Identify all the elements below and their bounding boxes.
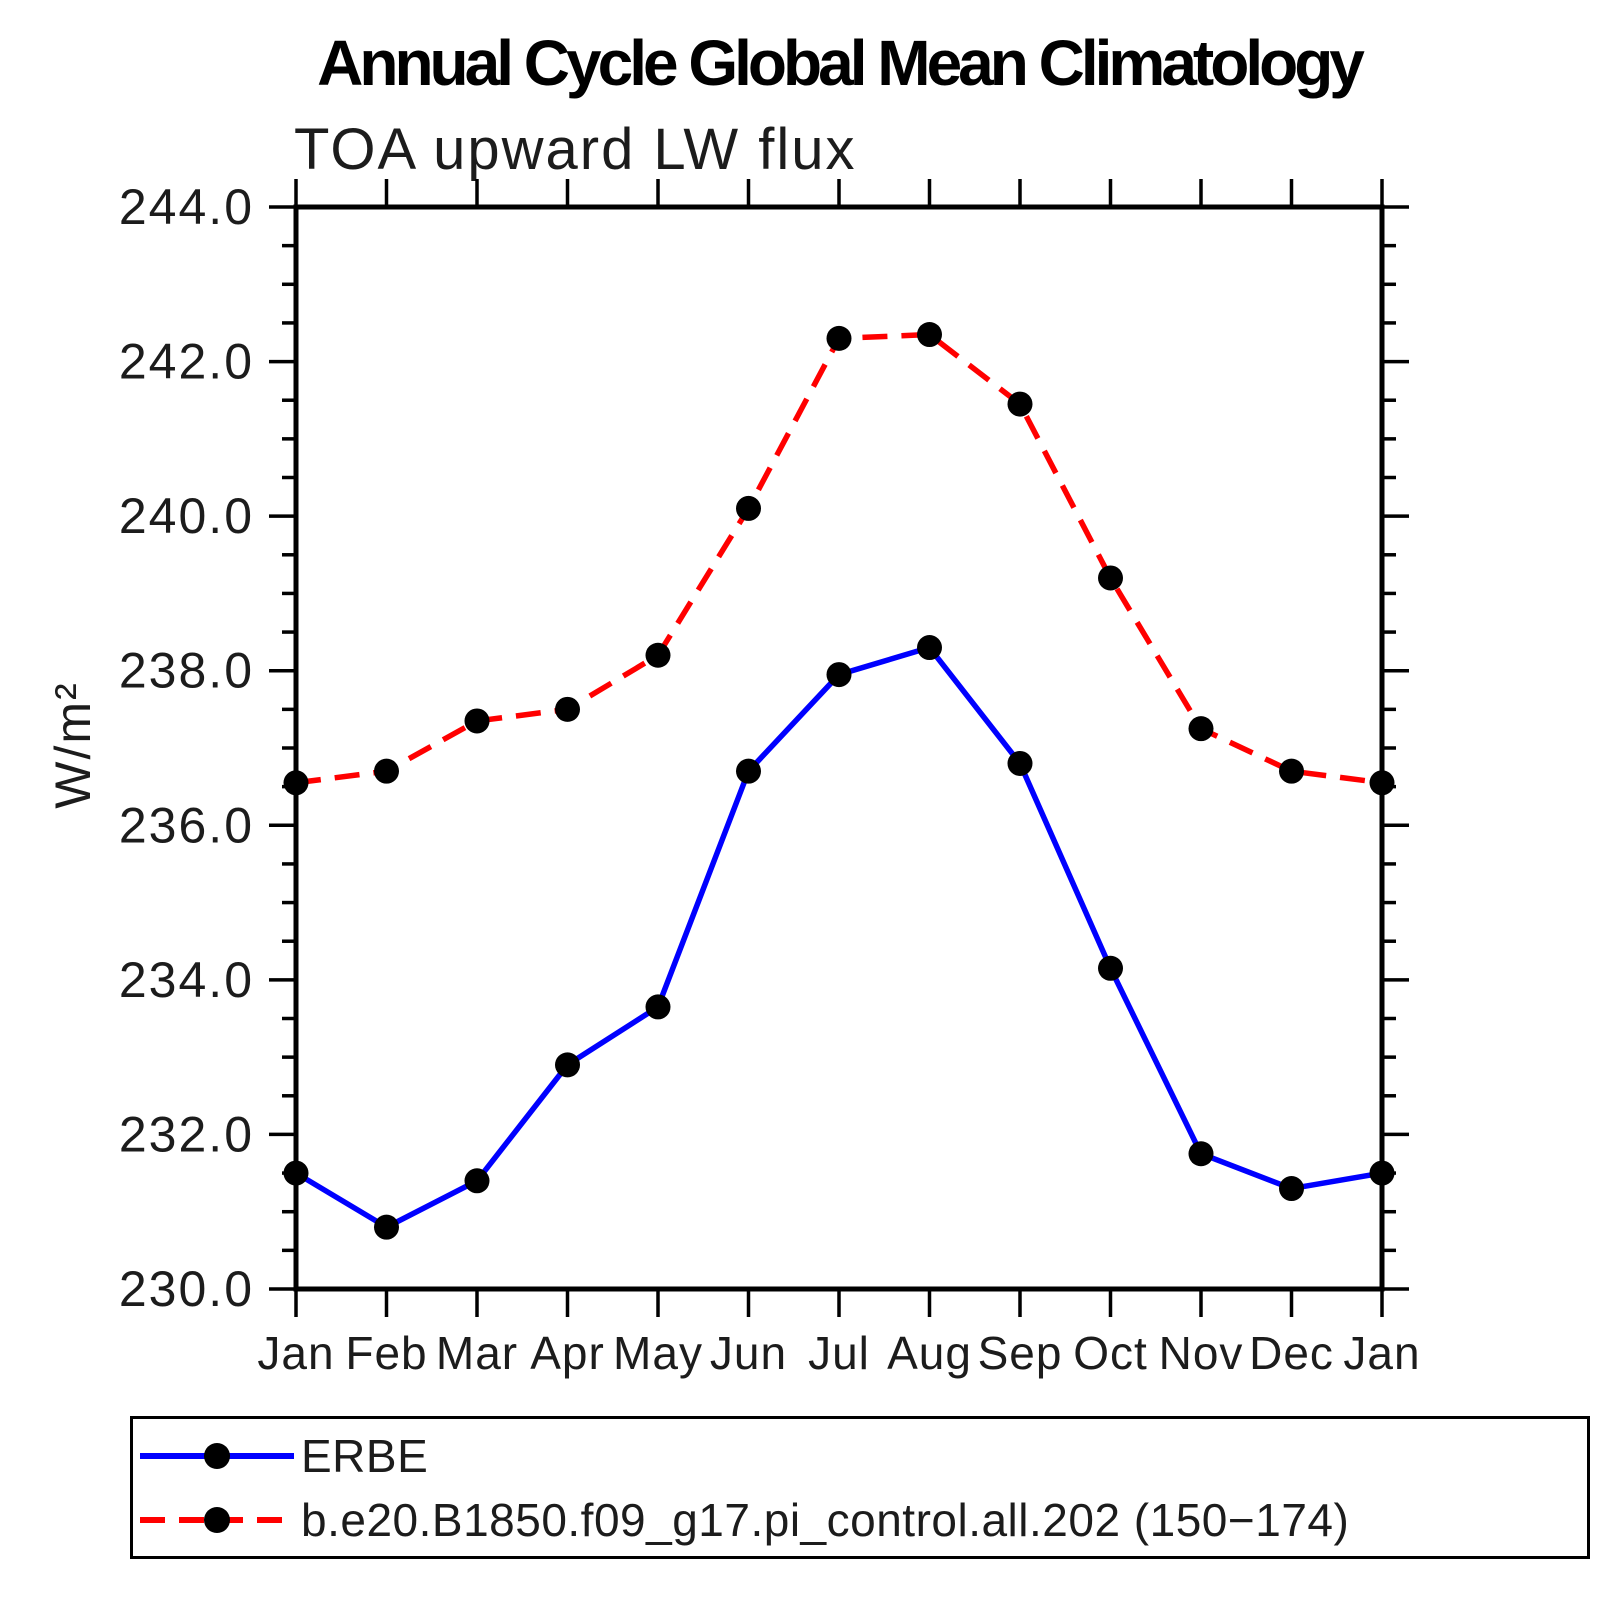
data-point-marker <box>1098 565 1123 591</box>
data-point-marker <box>736 495 761 521</box>
data-point-marker <box>283 770 309 796</box>
data-point-marker <box>917 322 942 348</box>
data-point-marker <box>555 696 580 722</box>
data-point-marker <box>1007 750 1033 776</box>
data-point-marker <box>645 642 671 668</box>
data-point-marker <box>1188 716 1214 742</box>
data-point-marker <box>1188 1141 1214 1167</box>
legend-label-erbe: ERBE <box>301 1429 429 1482</box>
y-tick-label: 244.0 <box>119 179 254 235</box>
legend-line-sample-erbe <box>140 1442 294 1469</box>
legend-line-sample-model <box>140 1506 294 1533</box>
x-tick-label: Jan <box>1343 1327 1420 1379</box>
y-tick-label: 238.0 <box>119 643 254 699</box>
y-tick-label: 234.0 <box>119 952 254 1008</box>
data-point-marker <box>1369 770 1395 796</box>
y-tick-label: 232.0 <box>119 1106 254 1162</box>
x-tick-label: Nov <box>1159 1327 1244 1379</box>
x-tick-label: Jun <box>710 1327 787 1379</box>
data-point-marker <box>826 662 852 688</box>
legend-marker-dot <box>204 1506 230 1533</box>
chart-title: Annual Cycle Global Mean Climatology <box>317 27 1365 99</box>
x-tick-label: Aug <box>887 1327 972 1379</box>
data-point-marker <box>1007 391 1033 417</box>
x-tick-label: Feb <box>345 1327 427 1379</box>
y-tick-label: 242.0 <box>119 334 254 390</box>
data-point-marker <box>1098 955 1123 981</box>
data-point-marker <box>645 994 671 1020</box>
data-point-marker <box>374 758 399 784</box>
series-line-model <box>295 331 1383 786</box>
data-point-marker <box>283 1160 309 1186</box>
x-tick-label: Jan <box>257 1327 334 1379</box>
chart-subtitle: TOA upward LW flux <box>294 117 857 182</box>
x-tick-label: Sep <box>978 1327 1063 1379</box>
data-point-marker <box>826 325 852 351</box>
legend-row-model: b.e20.B1850.f09_g17.pi_control.all.202 (… <box>137 1493 1587 1546</box>
x-tick-label: Dec <box>1249 1327 1334 1379</box>
data-point-marker <box>555 1052 580 1078</box>
data-point-marker <box>1279 1176 1304 1202</box>
legend-box: ERBE b.e20.B1850.f09_g17.pi_control.all.… <box>130 1416 1590 1559</box>
plot-frame <box>293 204 1385 1292</box>
x-tick-label: Mar <box>436 1327 518 1379</box>
data-point-marker <box>1279 758 1304 784</box>
y-tick-label: 236.0 <box>119 797 254 853</box>
legend-row-erbe: ERBE <box>137 1429 1587 1482</box>
legend-label-model: b.e20.B1850.f09_g17.pi_control.all.202 (… <box>301 1493 1350 1546</box>
data-point-marker <box>464 1168 490 1194</box>
data-point-marker <box>736 758 761 784</box>
y-tick-label: 240.0 <box>119 488 254 544</box>
legend-marker-dot <box>204 1442 230 1469</box>
data-point-marker <box>374 1214 399 1240</box>
series-line-erbe <box>294 644 1383 1231</box>
data-point-marker <box>1369 1160 1395 1186</box>
x-tick-label: Apr <box>530 1327 605 1379</box>
y-tick-label: 230.0 <box>119 1261 254 1317</box>
x-tick-label: Oct <box>1073 1327 1148 1379</box>
data-point-marker <box>464 708 490 734</box>
x-tick-label: Jul <box>808 1327 870 1379</box>
x-tick-label: May <box>613 1327 703 1379</box>
data-point-marker <box>917 635 942 661</box>
